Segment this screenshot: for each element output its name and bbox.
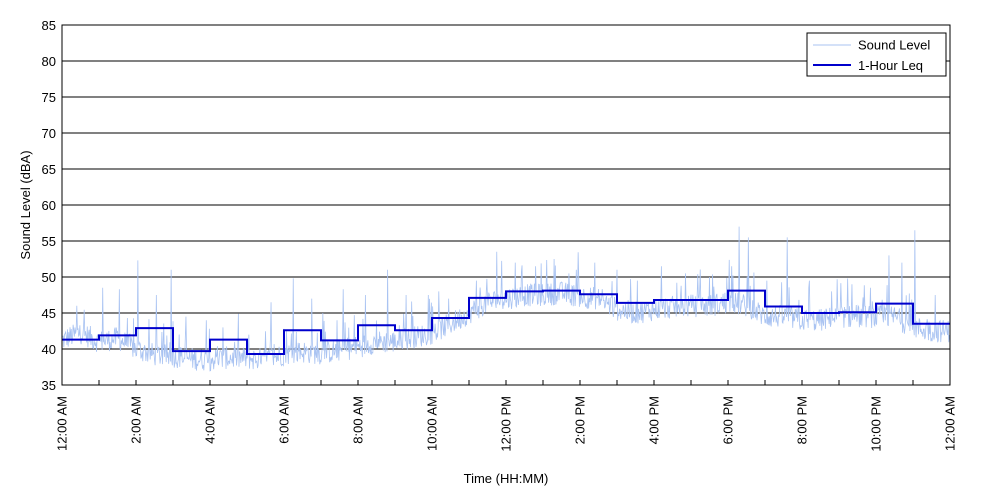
x-tick-label: 2:00 AM bbox=[129, 396, 144, 444]
plot-area-border bbox=[61, 24, 951, 386]
series-line-sound-level bbox=[62, 226, 950, 372]
x-tick-label: 6:00 AM bbox=[277, 396, 292, 444]
x-tick-label: 6:00 PM bbox=[721, 396, 736, 444]
x-tick-label: 12:00 AM bbox=[943, 396, 958, 451]
y-tick-label: 85 bbox=[42, 18, 56, 33]
y-tick-label: 40 bbox=[42, 342, 56, 357]
legend: Sound Level 1-Hour Leq bbox=[806, 32, 947, 77]
x-axis-label: Time (HH:MM) bbox=[464, 471, 549, 486]
x-tick-label: 10:00 PM bbox=[869, 396, 884, 452]
y-tick-label: 65 bbox=[42, 162, 56, 177]
x-tick-label: 8:00 PM bbox=[795, 396, 810, 444]
y-tick-label: 60 bbox=[42, 198, 56, 213]
legend-box bbox=[806, 32, 947, 77]
y-tick-labels: 35 40 45 50 55 60 65 70 75 80 85 bbox=[42, 18, 56, 393]
y-tick-label: 75 bbox=[42, 90, 56, 105]
x-tick-label: 12:00 PM bbox=[499, 396, 514, 452]
y-tick-label: 50 bbox=[42, 270, 56, 285]
y-tick-label: 55 bbox=[42, 234, 56, 249]
x-tick-label: 12:00 AM bbox=[55, 396, 70, 451]
y-tick-label: 70 bbox=[42, 126, 56, 141]
series-line-1-hour-leq bbox=[62, 289, 950, 356]
y-axis-label: Sound Level (dBA) bbox=[18, 150, 33, 259]
legend-label-1-hour-leq: 1-Hour Leq bbox=[858, 58, 923, 73]
x-tick-label: 4:00 PM bbox=[647, 396, 662, 444]
legend-label-sound-level: Sound Level bbox=[858, 38, 930, 53]
x-tick-label: 4:00 AM bbox=[203, 396, 218, 444]
x-tick-labels: 12:00 AM 2:00 AM 4:00 AM 6:00 AM 8:00 AM 10:0… bbox=[55, 380, 958, 452]
y-tick-label: 80 bbox=[42, 54, 56, 69]
y-tick-label: 45 bbox=[42, 306, 56, 321]
x-tick-label: 8:00 AM bbox=[351, 396, 366, 444]
y-tick-label: 35 bbox=[42, 378, 56, 393]
x-tick-label: 2:00 PM bbox=[573, 396, 588, 444]
x-tick-label: 10:00 AM bbox=[425, 396, 440, 451]
